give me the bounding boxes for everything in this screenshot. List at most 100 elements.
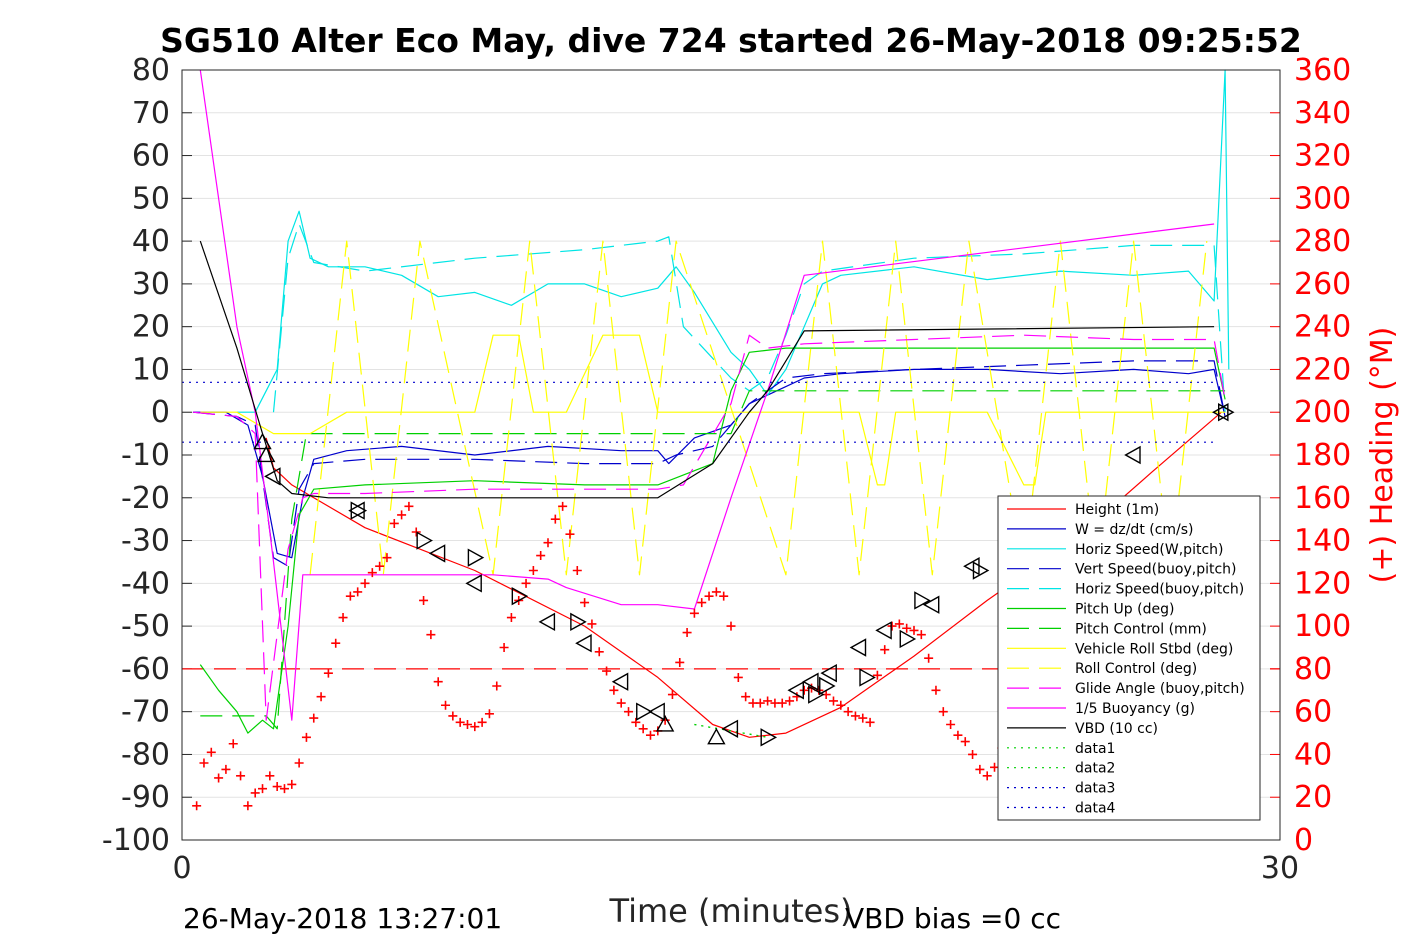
series-line-9: [192, 334, 1226, 721]
heading-point: [484, 709, 494, 719]
series-line-6: [200, 390, 1226, 730]
triangle-right-marker: [467, 548, 485, 567]
heading-point: [975, 764, 985, 774]
legend-label: Roll Control (deg): [1075, 661, 1197, 677]
triangle-right-marker: [899, 629, 917, 649]
heading-point: [953, 730, 963, 740]
legend-label: Horiz Speed(W,pitch): [1075, 542, 1223, 558]
series-line-10: [199, 69, 1215, 721]
x-axis-label: Time (minutes): [609, 892, 853, 930]
triangle-up-marker: [707, 727, 726, 745]
legend-label: data4: [1075, 801, 1116, 817]
series-line-3: [192, 360, 1226, 567]
y-tick-label: 70: [132, 96, 170, 131]
heading-point: [931, 685, 941, 695]
heading-point: [689, 608, 699, 618]
heading-point: [455, 717, 465, 727]
heading-point: [982, 771, 992, 781]
legend-label: VBD (10 cc): [1075, 721, 1158, 737]
heading-point: [682, 628, 692, 638]
y-tick-label: -100: [102, 823, 170, 858]
heading-point: [880, 645, 890, 655]
triangle-left-marker: [1124, 445, 1141, 465]
heading-point: [448, 711, 458, 721]
triangle-left-marker: [802, 672, 819, 691]
triangle-marks: [253, 403, 1235, 747]
heading-point: [755, 698, 765, 708]
triangle-right-marker: [1217, 403, 1235, 422]
heading-point: [536, 551, 546, 561]
heading-point: [411, 527, 421, 537]
y-tick-label: -50: [121, 609, 170, 644]
footer-vbd-bias: VBD bias =0 cc: [845, 902, 1061, 935]
heading-point: [397, 510, 407, 520]
heading-point: [763, 696, 773, 706]
y-right-tick-label: 40: [1294, 737, 1332, 772]
heading-point: [777, 698, 787, 708]
legend-label: W = dz/dt (cm/s): [1075, 522, 1194, 538]
triangle-right-marker: [808, 685, 825, 704]
triangle-left-marker: [849, 638, 867, 657]
legend-label: data1: [1075, 741, 1115, 757]
x-tick-label: 30: [1261, 851, 1299, 886]
triangle-right-marker: [760, 728, 778, 747]
series-line-2: [236, 69, 1230, 413]
y-tick-label: 10: [132, 352, 170, 387]
heading-point: [528, 566, 538, 575]
y-right-tick-label: 320: [1294, 139, 1351, 174]
heading-point: [645, 730, 655, 740]
legend-box: [997, 495, 1261, 821]
y-right-tick-label: 60: [1294, 695, 1332, 730]
legend-label: 1/5 Buoyancy (g): [1075, 701, 1195, 717]
heading-point: [506, 613, 516, 623]
heading-point: [609, 685, 619, 695]
triangle-right-marker: [636, 702, 653, 721]
heading-point: [470, 722, 480, 732]
legend-label: data3: [1075, 781, 1115, 797]
legend-label: Horiz Speed(buoy,pitch): [1075, 582, 1244, 598]
footer-timestamp: 26-May-2018 13:27:01: [183, 902, 502, 935]
heading-point: [492, 681, 502, 691]
heading-point: [367, 568, 377, 578]
y-axis-left: 80 70 60 50 40 30 20 10 0 -10 -20 -30 -40 -50 -60 -70 -8…: [102, 53, 192, 858]
heading-point: [243, 801, 253, 811]
y-right-tick-label: 260: [1294, 267, 1351, 302]
y-tick-label: -60: [121, 652, 170, 687]
heading-point: [916, 630, 926, 640]
y-right-tick-label: 220: [1294, 352, 1351, 387]
heading-point: [550, 514, 560, 524]
heading-point: [250, 788, 260, 798]
triangle-right-marker: [570, 612, 587, 632]
y-right-tick-label: 300: [1294, 181, 1351, 216]
triangle-up-marker: [253, 432, 272, 450]
heading-point: [909, 625, 919, 635]
legend-label: Vert Speed(buoy,pitch): [1075, 562, 1237, 578]
heading-point: [733, 672, 743, 682]
heading-point: [462, 720, 472, 729]
heading-point: [828, 696, 838, 706]
heading-point: [543, 538, 553, 548]
heading-point: [199, 758, 209, 768]
y-tick-label: -90: [121, 780, 170, 815]
y-right-tick-label: 100: [1294, 609, 1351, 644]
legend-label: data2: [1075, 761, 1115, 777]
heading-point: [221, 764, 231, 774]
heading-point: [499, 643, 509, 652]
heading-point: [323, 668, 333, 678]
heading-point: [265, 771, 275, 781]
triangle-left-marker: [538, 612, 556, 632]
heading-point: [902, 623, 912, 633]
heading-point: [594, 647, 604, 657]
heading-point: [616, 698, 626, 708]
heading-point: [968, 749, 978, 759]
y-tick-label: -20: [121, 481, 170, 516]
y-right-tick-label: 80: [1294, 652, 1332, 687]
heading-point: [272, 782, 282, 792]
heading-point: [206, 747, 216, 757]
y-right-tick-label: 0: [1294, 823, 1313, 858]
heading-point: [404, 501, 414, 511]
y-tick-label: 30: [132, 267, 170, 302]
heading-point: [924, 653, 934, 663]
heading-point: [887, 621, 897, 631]
triangle-left-marker: [1211, 403, 1229, 422]
